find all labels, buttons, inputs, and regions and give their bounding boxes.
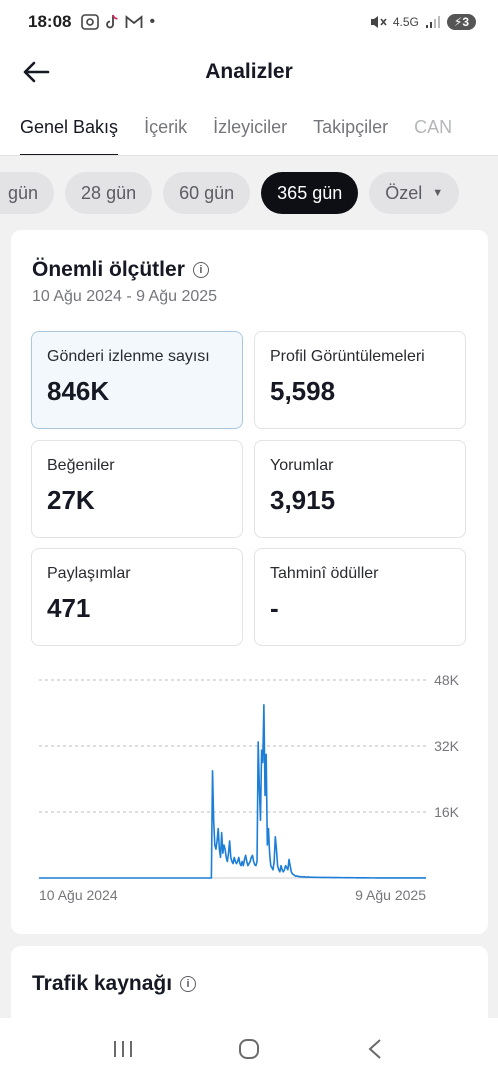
metric-label: Profil Görüntülemeleri <box>270 348 425 365</box>
metric-label: Tahminî ödüller <box>270 565 379 582</box>
metric-profile-views[interactable]: Profil Görüntülemeleri 5,598 <box>254 331 466 429</box>
back-arrow-icon <box>23 61 50 83</box>
tab-viewers[interactable]: İzleyiciler <box>213 117 288 137</box>
metric-value: 27K <box>47 485 95 515</box>
mute-icon <box>370 16 387 28</box>
metric-value: 3,915 <box>270 485 336 515</box>
views-line-chart[interactable]: 16K 32K 48K 10 Ağu 2024 9 Ağu 2025 <box>11 660 488 910</box>
y-tick-label: 32K <box>434 738 460 754</box>
system-nav-bar <box>0 1018 498 1080</box>
screenshot-icon <box>81 14 100 30</box>
tab-content[interactable]: İçerik <box>144 117 188 137</box>
key-metrics-card: Önemli ölçütler i 10 Ağu 2024 - 9 Ağu 20… <box>11 230 488 934</box>
battery-level: 3 <box>462 15 469 29</box>
tab-bar: Genel Bakış İçerik İzleyiciler Takipçile… <box>0 100 498 156</box>
home-icon <box>239 1039 259 1059</box>
metric-value: 471 <box>47 593 91 623</box>
notification-icons: • <box>81 13 155 31</box>
range-chip-365[interactable]: 365 gün <box>261 172 359 214</box>
key-metrics-title: Önemli ölçütler i <box>32 258 209 282</box>
info-icon[interactable]: i <box>192 262 209 278</box>
range-chip-custom[interactable]: Özel ▼ <box>369 172 460 214</box>
metric-value: 5,598 <box>270 376 336 406</box>
range-chip-7[interactable]: gün <box>0 172 55 214</box>
status-right: 4.5G ⚡3 <box>369 14 476 30</box>
page-title: Analizler <box>205 60 293 83</box>
traffic-source-title: Trafik kaynağı i <box>32 972 197 996</box>
tab-followers[interactable]: Takipçiler <box>313 117 389 137</box>
metric-value: 846K <box>47 376 110 406</box>
metric-shares[interactable]: Paylaşımlar 471 <box>31 548 243 646</box>
info-icon[interactable]: i <box>180 976 197 992</box>
status-bar: 18:08 • 4.5G ⚡3 <box>0 0 498 44</box>
back-button[interactable] <box>20 56 52 88</box>
range-chips: gün 28 gün 60 gün 365 gün Özel ▼ <box>0 156 498 230</box>
tiktok-icon <box>106 14 119 29</box>
recent-apps-button[interactable] <box>103 1029 143 1069</box>
y-tick-label: 16K <box>434 804 460 820</box>
series-line <box>39 703 426 879</box>
metric-label: Yorumlar <box>270 457 334 474</box>
home-button[interactable] <box>229 1029 269 1069</box>
x-tick-label-end: 9 Ağu 2025 <box>355 887 426 903</box>
metric-likes[interactable]: Beğeniler 27K <box>31 440 243 538</box>
status-time: 18:08 <box>28 12 72 31</box>
traffic-source-card: Trafik kaynağı i <box>11 946 488 1026</box>
app-bar: Analizler <box>0 44 498 100</box>
range-chip-custom-label: Özel <box>385 182 423 203</box>
dot-icon: • <box>149 13 156 30</box>
battery-icon: ⚡3 <box>446 14 476 30</box>
metric-label: Beğeniler <box>47 457 115 474</box>
traffic-source-title-text: Trafik kaynağı <box>32 972 173 995</box>
date-range: 10 Ağu 2024 - 9 Ağu 2025 <box>32 288 218 305</box>
metric-label: Gönderi izlenme sayısı <box>47 348 210 365</box>
metric-label: Paylaşımlar <box>47 565 131 582</box>
range-chip-28[interactable]: 28 gün <box>65 172 153 214</box>
metric-comments[interactable]: Yorumlar 3,915 <box>254 440 466 538</box>
metric-value: - <box>270 593 279 623</box>
caret-down-icon: ▼ <box>432 187 444 199</box>
back-nav-button[interactable] <box>355 1029 395 1069</box>
key-metrics-title-text: Önemli ölçütler <box>32 258 185 281</box>
metric-estimated-rewards[interactable]: Tahminî ödüller - <box>254 548 466 646</box>
gmail-icon <box>126 15 143 28</box>
range-chip-60[interactable]: 60 gün <box>163 172 251 214</box>
y-tick-label: 48K <box>434 672 460 688</box>
x-tick-label-start: 10 Ağu 2024 <box>39 887 118 903</box>
metric-video-views[interactable]: Gönderi izlenme sayısı 846K <box>31 331 243 429</box>
network-type: 4.5G <box>392 15 419 29</box>
tab-can[interactable]: CAN <box>414 117 453 137</box>
back-nav-icon <box>368 1039 381 1059</box>
recent-apps-icon <box>114 1041 132 1057</box>
signal-icon <box>425 16 440 28</box>
tab-overview[interactable]: Genel Bakış <box>20 100 119 155</box>
